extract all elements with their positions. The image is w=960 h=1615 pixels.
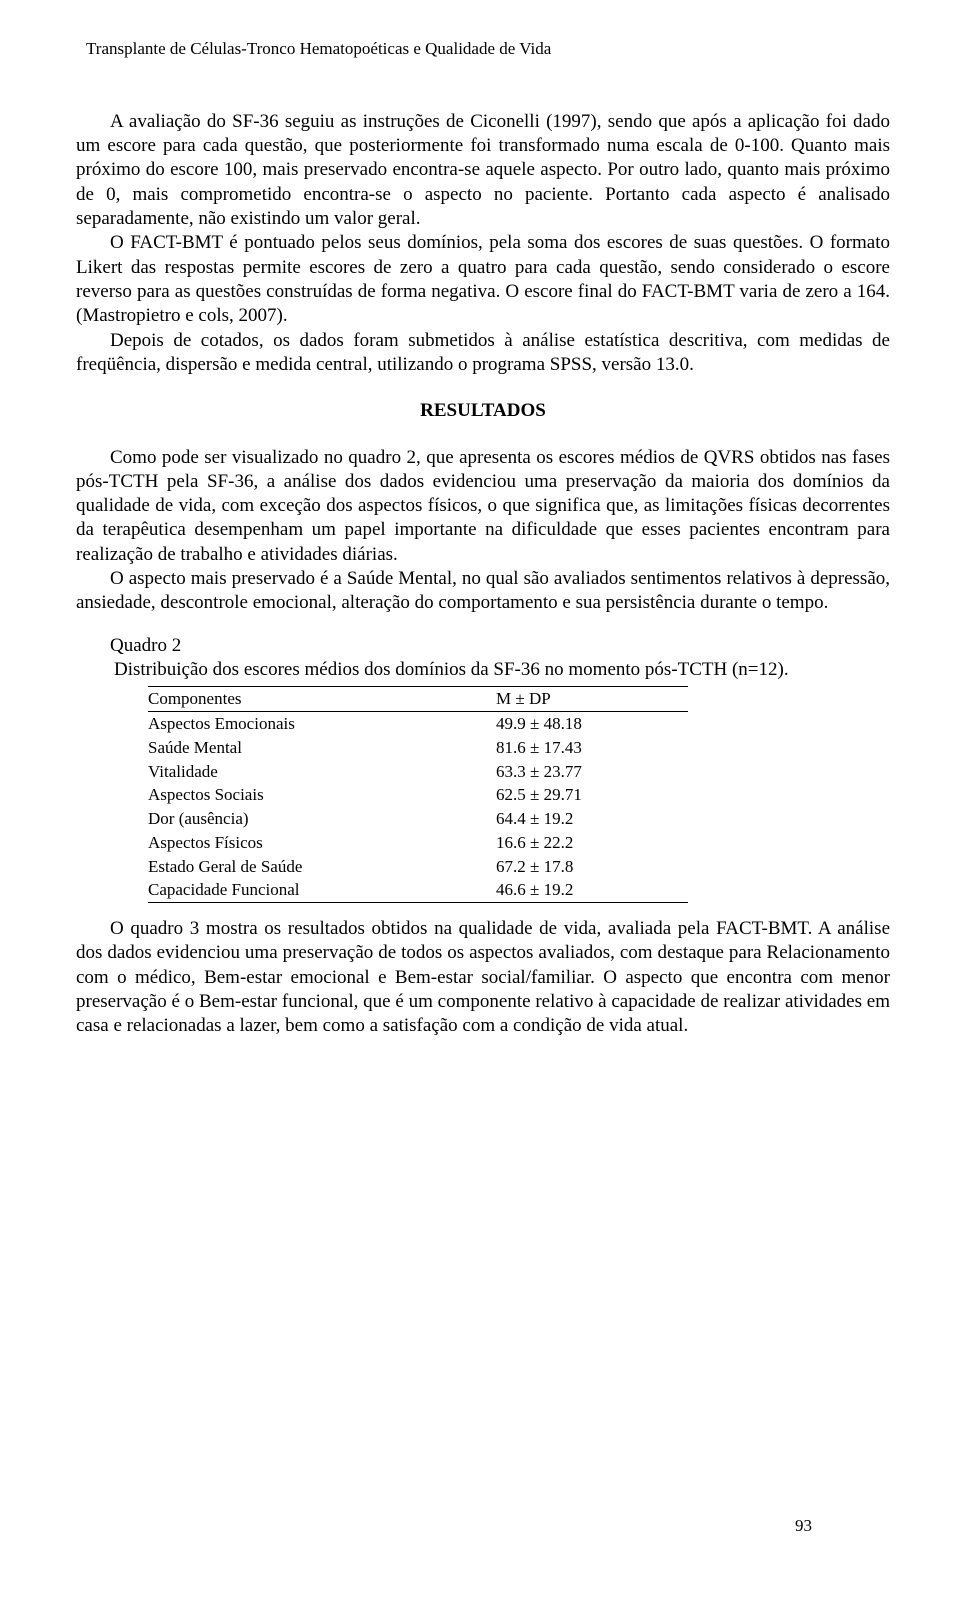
quadro2-col2-header: M ± DP — [386, 687, 688, 712]
paragraph-1: A avaliação do SF-36 seguiu as instruçõe… — [76, 110, 890, 232]
table-row: Vitalidade 63.3 ± 23.77 — [148, 760, 688, 784]
table-cell-value: 81.6 ± 17.43 — [386, 736, 688, 760]
paragraph-3: Depois de cotados, os dados foram submet… — [76, 329, 890, 378]
table-row: Aspectos Físicos 16.6 ± 22.2 — [148, 831, 688, 855]
quadro2-table: Componentes M ± DP Aspectos Emocionais 4… — [148, 686, 688, 903]
table-cell-label: Capacidade Funcional — [148, 878, 386, 902]
quadro2-caption: Distribuição dos escores médios dos domí… — [114, 658, 890, 682]
table-row: Saúde Mental 81.6 ± 17.43 — [148, 736, 688, 760]
section-title-resultados: RESULTADOS — [76, 399, 890, 423]
paragraph-2: O FACT-BMT é pontuado pelos seus domínio… — [76, 231, 890, 328]
table-cell-label: Estado Geral de Saúde — [148, 855, 386, 879]
table-cell-value: 63.3 ± 23.77 — [386, 760, 688, 784]
paragraph-6: O quadro 3 mostra os resultados obtidos … — [76, 917, 890, 1039]
quadro2-label: Quadro 2 — [110, 634, 890, 658]
table-row: Aspectos Emocionais 49.9 ± 48.18 — [148, 712, 688, 736]
table-row: Capacidade Funcional 46.6 ± 19.2 — [148, 878, 688, 902]
table-cell-label: Aspectos Sociais — [148, 783, 386, 807]
table-row: Aspectos Sociais 62.5 ± 29.71 — [148, 783, 688, 807]
page-number: 93 — [795, 1515, 812, 1537]
table-cell-label: Dor (ausência) — [148, 807, 386, 831]
paragraph-4: Como pode ser visualizado no quadro 2, q… — [76, 446, 890, 568]
table-cell-value: 62.5 ± 29.71 — [386, 783, 688, 807]
table-cell-value: 46.6 ± 19.2 — [386, 878, 688, 902]
table-cell-value: 16.6 ± 22.2 — [386, 831, 688, 855]
table-row: Dor (ausência) 64.4 ± 19.2 — [148, 807, 688, 831]
table-cell-label: Aspectos Físicos — [148, 831, 386, 855]
paragraph-5: O aspecto mais preservado é a Saúde Ment… — [76, 567, 890, 616]
table-row: Estado Geral de Saúde 67.2 ± 17.8 — [148, 855, 688, 879]
quadro2-col1-header: Componentes — [148, 687, 386, 712]
table-cell-label: Aspectos Emocionais — [148, 712, 386, 736]
table-cell-label: Vitalidade — [148, 760, 386, 784]
table-cell-value: 49.9 ± 48.18 — [386, 712, 688, 736]
table-cell-value: 67.2 ± 17.8 — [386, 855, 688, 879]
table-cell-value: 64.4 ± 19.2 — [386, 807, 688, 831]
table-cell-label: Saúde Mental — [148, 736, 386, 760]
running-header: Transplante de Células-Tronco Hematopoét… — [86, 38, 890, 60]
